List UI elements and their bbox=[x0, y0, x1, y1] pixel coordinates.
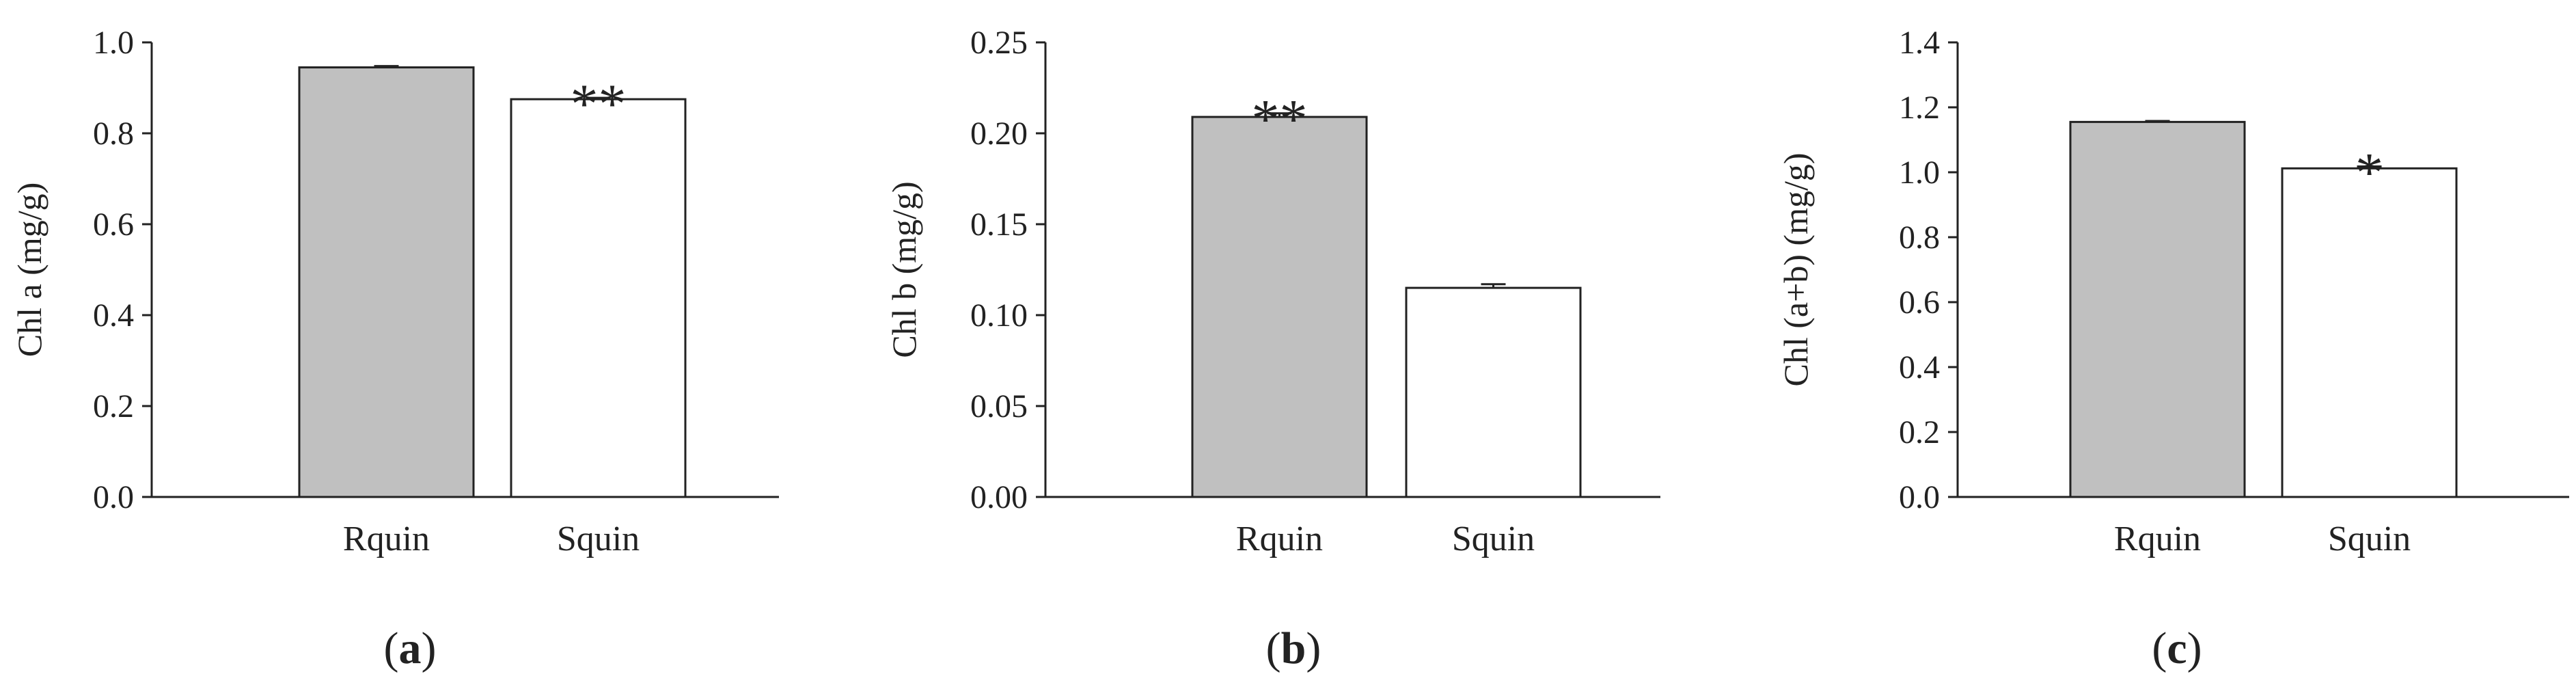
significance-label: ** bbox=[571, 72, 627, 135]
y-tick-label: 0.0 bbox=[1899, 479, 1940, 515]
panel-label: (c) bbox=[2152, 623, 2202, 673]
y-tick-label: 0.4 bbox=[1899, 349, 1940, 386]
x-tick-label: Rquin bbox=[1236, 520, 1323, 558]
y-tick-label: 0.05 bbox=[970, 388, 1028, 425]
y-tick-label: 0.15 bbox=[970, 206, 1028, 243]
y-tick-label: 0.6 bbox=[1899, 284, 1940, 321]
panel-label: (b) bbox=[1266, 623, 1321, 673]
y-tick-label: 0.2 bbox=[93, 388, 134, 425]
chart-panel-b: 0.00 0.05 0.10 0.15 0.20 0.25 Chl b (mg/g) Rqui… bbox=[885, 25, 1660, 673]
x-tick-label: Squin bbox=[2328, 520, 2411, 558]
bar-squin bbox=[2281, 167, 2458, 498]
y-tick-label: 0.6 bbox=[93, 206, 134, 243]
chart-panel-a: 0.0 0.2 0.4 0.6 0.8 1.0 Chl a (mg/g) Rquin Squin… bbox=[10, 25, 779, 673]
y-tick-label: 0.10 bbox=[970, 297, 1028, 334]
y-tick-label: 0.8 bbox=[1899, 219, 1940, 256]
panel-label: (a) bbox=[384, 623, 437, 673]
chart-panel-c: 0.0 0.2 0.4 0.6 0.8 1.0 1.2 1.4 Chl (a+b) (mg/g)… bbox=[1777, 25, 2569, 673]
significance-label: * bbox=[2355, 141, 2383, 203]
y-tick-label: 0.2 bbox=[1899, 414, 1940, 450]
y-axis-label: Chl a (mg/g) bbox=[10, 183, 49, 358]
y-tick-label: 1.0 bbox=[93, 25, 134, 61]
bar-rquin bbox=[298, 66, 475, 498]
y-tick-label: 0.4 bbox=[93, 297, 134, 334]
bar-squin bbox=[510, 98, 687, 498]
x-tick-label: Rquin bbox=[343, 520, 430, 558]
y-tick-label: 0.8 bbox=[93, 116, 134, 152]
y-tick-label: 0.20 bbox=[970, 116, 1028, 152]
bar-squin bbox=[1405, 286, 1582, 498]
bar-rquin bbox=[1191, 116, 1368, 498]
y-axis-label: Chl (a+b) (mg/g) bbox=[1777, 152, 1815, 386]
y-tick-label: 1.0 bbox=[1899, 154, 1940, 191]
x-tick-label: Rquin bbox=[2114, 520, 2201, 558]
y-tick-label: 0.00 bbox=[970, 479, 1028, 515]
y-tick-label: 1.4 bbox=[1899, 25, 1940, 61]
significance-label: ** bbox=[1252, 88, 1308, 150]
y-tick-label: 0.0 bbox=[93, 479, 134, 515]
x-tick-label: Squin bbox=[1452, 520, 1535, 558]
y-tick-label: 0.25 bbox=[970, 25, 1028, 61]
x-tick-label: Squin bbox=[557, 520, 640, 558]
bar-rquin bbox=[2069, 120, 2246, 498]
y-axis-label: Chl b (mg/g) bbox=[885, 181, 923, 358]
y-tick-label: 1.2 bbox=[1899, 90, 1940, 126]
